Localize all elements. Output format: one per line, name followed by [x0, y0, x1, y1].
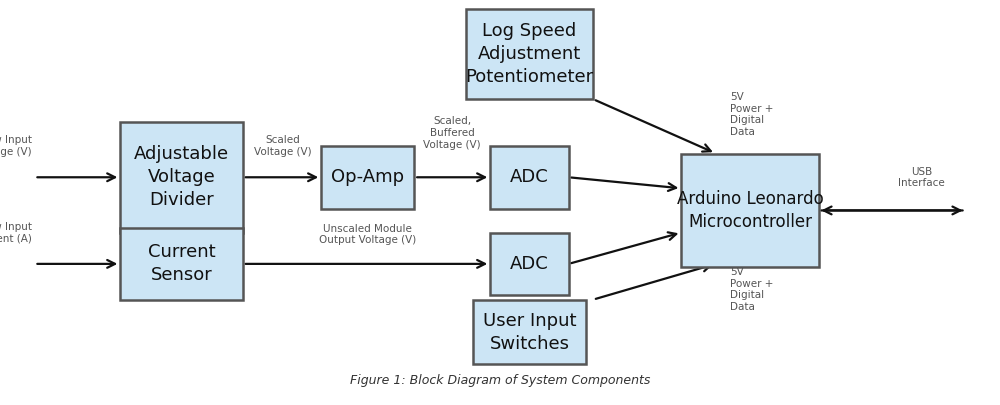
Text: Current
Sensor: Current Sensor	[148, 243, 215, 284]
Text: Raw Input
Voltage (V): Raw Input Voltage (V)	[0, 135, 32, 157]
FancyBboxPatch shape	[490, 232, 569, 295]
Text: 5V
Power +
Digital
Data: 5V Power + Digital Data	[730, 267, 774, 312]
Text: ADC: ADC	[510, 168, 549, 186]
Text: 5V
Power +
Digital
Data: 5V Power + Digital Data	[730, 92, 774, 137]
Text: ADC: ADC	[510, 255, 549, 273]
FancyBboxPatch shape	[321, 146, 414, 209]
Text: User Input
Switches: User Input Switches	[483, 311, 576, 352]
Text: Scaled,
Buffered
Voltage (V): Scaled, Buffered Voltage (V)	[423, 116, 481, 149]
FancyBboxPatch shape	[120, 228, 243, 300]
Text: Figure 1: Block Diagram of System Components: Figure 1: Block Diagram of System Compon…	[350, 374, 650, 387]
Text: USB
Interface: USB Interface	[898, 167, 945, 188]
Text: Op-Amp: Op-Amp	[331, 168, 404, 186]
Text: Scaled
Voltage (V): Scaled Voltage (V)	[254, 135, 311, 157]
FancyBboxPatch shape	[490, 146, 569, 209]
Text: Unscaled Module
Output Voltage (V): Unscaled Module Output Voltage (V)	[319, 224, 416, 245]
FancyBboxPatch shape	[681, 154, 819, 266]
FancyBboxPatch shape	[120, 122, 243, 232]
Text: Raw Input
Current (A): Raw Input Current (A)	[0, 222, 32, 244]
FancyBboxPatch shape	[466, 9, 593, 99]
FancyBboxPatch shape	[473, 300, 586, 364]
Text: Arduino Leonardo
Microcontroller: Arduino Leonardo Microcontroller	[677, 190, 823, 231]
Text: Adjustable
Voltage
Divider: Adjustable Voltage Divider	[134, 145, 229, 209]
Text: Log Speed
Adjustment
Potentiometer: Log Speed Adjustment Potentiometer	[465, 22, 593, 86]
